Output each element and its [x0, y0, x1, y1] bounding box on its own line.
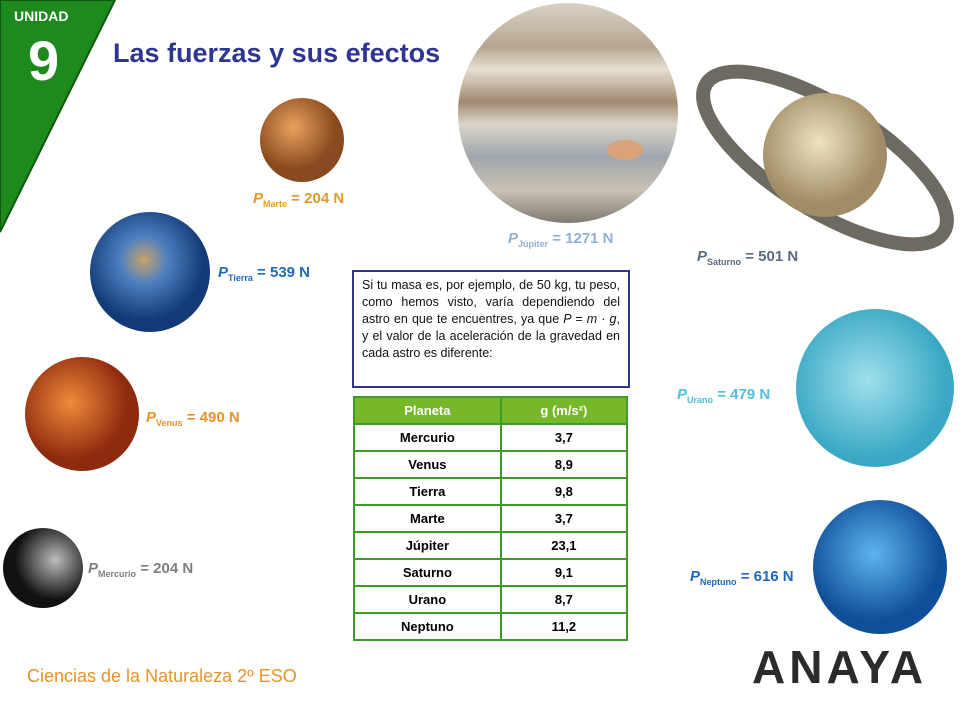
- uranus: [796, 309, 954, 467]
- mercury: [3, 528, 83, 608]
- symbol: P: [677, 386, 688, 403]
- value: = 539 N: [257, 264, 311, 281]
- planet-cell: Mercurio: [353, 423, 502, 452]
- great-red-spot: [607, 140, 643, 160]
- subscript: Neptuno: [700, 577, 737, 587]
- gravity-cell: 3,7: [499, 423, 629, 452]
- header-cell: Planeta: [353, 396, 502, 425]
- table-row: Júpiter 23,1: [353, 531, 629, 560]
- value: = 204 N: [291, 190, 345, 207]
- value: = 490 N: [186, 409, 240, 426]
- venus: [25, 357, 139, 471]
- gravity-cell: 23,1: [499, 531, 629, 560]
- subscript: Marte: [263, 199, 288, 209]
- note-text: , y el valor de la aceleración de la gra…: [362, 312, 620, 360]
- table-row: Tierra 9,8: [353, 477, 629, 506]
- planet-label: PMercurio = 204 N: [88, 560, 193, 579]
- footer-course: Ciencias de la Naturaleza 2º ESO: [27, 666, 297, 686]
- planet-cell: Saturno: [353, 558, 502, 587]
- table-row: Marte 3,7: [353, 504, 629, 533]
- earth: [90, 212, 210, 332]
- formula: P = m · g: [563, 312, 617, 326]
- saturn: [763, 93, 887, 217]
- planet-cell: Neptuno: [353, 612, 502, 641]
- subscript: Tierra: [228, 273, 253, 283]
- symbol: P: [697, 248, 708, 265]
- unit-label: UNIDAD: [14, 8, 69, 24]
- symbol: P: [690, 568, 701, 585]
- symbol: P: [146, 409, 157, 426]
- gravity-table: Planeta g (m/s²) Mercurio 3,7 Venus 8,9 Tier…: [353, 396, 629, 641]
- neptune: [813, 500, 947, 634]
- subscript: Júpiter: [518, 239, 549, 249]
- gravity-cell: 8,7: [499, 585, 629, 614]
- unit-number: 9: [28, 29, 60, 92]
- header-cell: g (m/s²): [499, 396, 629, 425]
- planet-cell: Marte: [353, 504, 502, 533]
- planet-label: PJúpiter = 1271 N: [508, 230, 614, 249]
- planet-cell: Urano: [353, 585, 502, 614]
- symbol: P: [218, 264, 229, 281]
- planet-label: PSaturno = 501 N: [697, 248, 798, 267]
- symbol: P: [253, 190, 264, 207]
- publisher-logo: ANAYA: [752, 641, 928, 693]
- jupiter: [458, 3, 678, 223]
- planet-label: PVenus = 490 N: [146, 409, 240, 428]
- subscript: Urano: [687, 395, 714, 405]
- gravity-cell: 9,8: [499, 477, 629, 506]
- planet-label: PTierra = 539 N: [218, 264, 310, 283]
- gravity-cell: 9,1: [499, 558, 629, 587]
- symbol: P: [508, 230, 519, 247]
- planet-label: PNeptuno = 616 N: [690, 568, 794, 587]
- value: = 1271 N: [552, 230, 614, 247]
- table-row: Neptuno 11,2: [353, 612, 629, 641]
- table-row: Saturno 9,1: [353, 558, 629, 587]
- table-row: Mercurio 3,7: [353, 423, 629, 452]
- subscript: Mercurio: [98, 569, 137, 579]
- table-row: Urano 8,7: [353, 585, 629, 614]
- slide-title: Las fuerzas y sus efectos: [113, 38, 441, 68]
- planet-label: PUrano = 479 N: [677, 386, 770, 405]
- mars: [260, 98, 344, 182]
- value: = 204 N: [140, 560, 194, 577]
- planet-cell: Júpiter: [353, 531, 502, 560]
- header-row: Planeta g (m/s²): [353, 396, 629, 425]
- planet-cell: Tierra: [353, 477, 502, 506]
- gravity-cell: 3,7: [499, 504, 629, 533]
- note-box: Si tu masa es, por ejemplo, de 50 kg, tu…: [352, 270, 630, 388]
- note-text: Si tu masa es, por ejemplo, de 50 kg, tu…: [362, 278, 620, 326]
- table-row: Venus 8,9: [353, 450, 629, 479]
- planet-label: PMarte = 204 N: [253, 190, 344, 209]
- planet-cell: Venus: [353, 450, 502, 479]
- value: = 501 N: [745, 248, 799, 265]
- symbol: P: [88, 560, 99, 577]
- value: = 616 N: [740, 568, 794, 585]
- value: = 479 N: [717, 386, 771, 403]
- unit-banner: [0, 0, 117, 233]
- subscript: Venus: [156, 418, 183, 428]
- subscript: Saturno: [707, 257, 742, 267]
- gravity-cell: 11,2: [499, 612, 629, 641]
- gravity-cell: 8,9: [499, 450, 629, 479]
